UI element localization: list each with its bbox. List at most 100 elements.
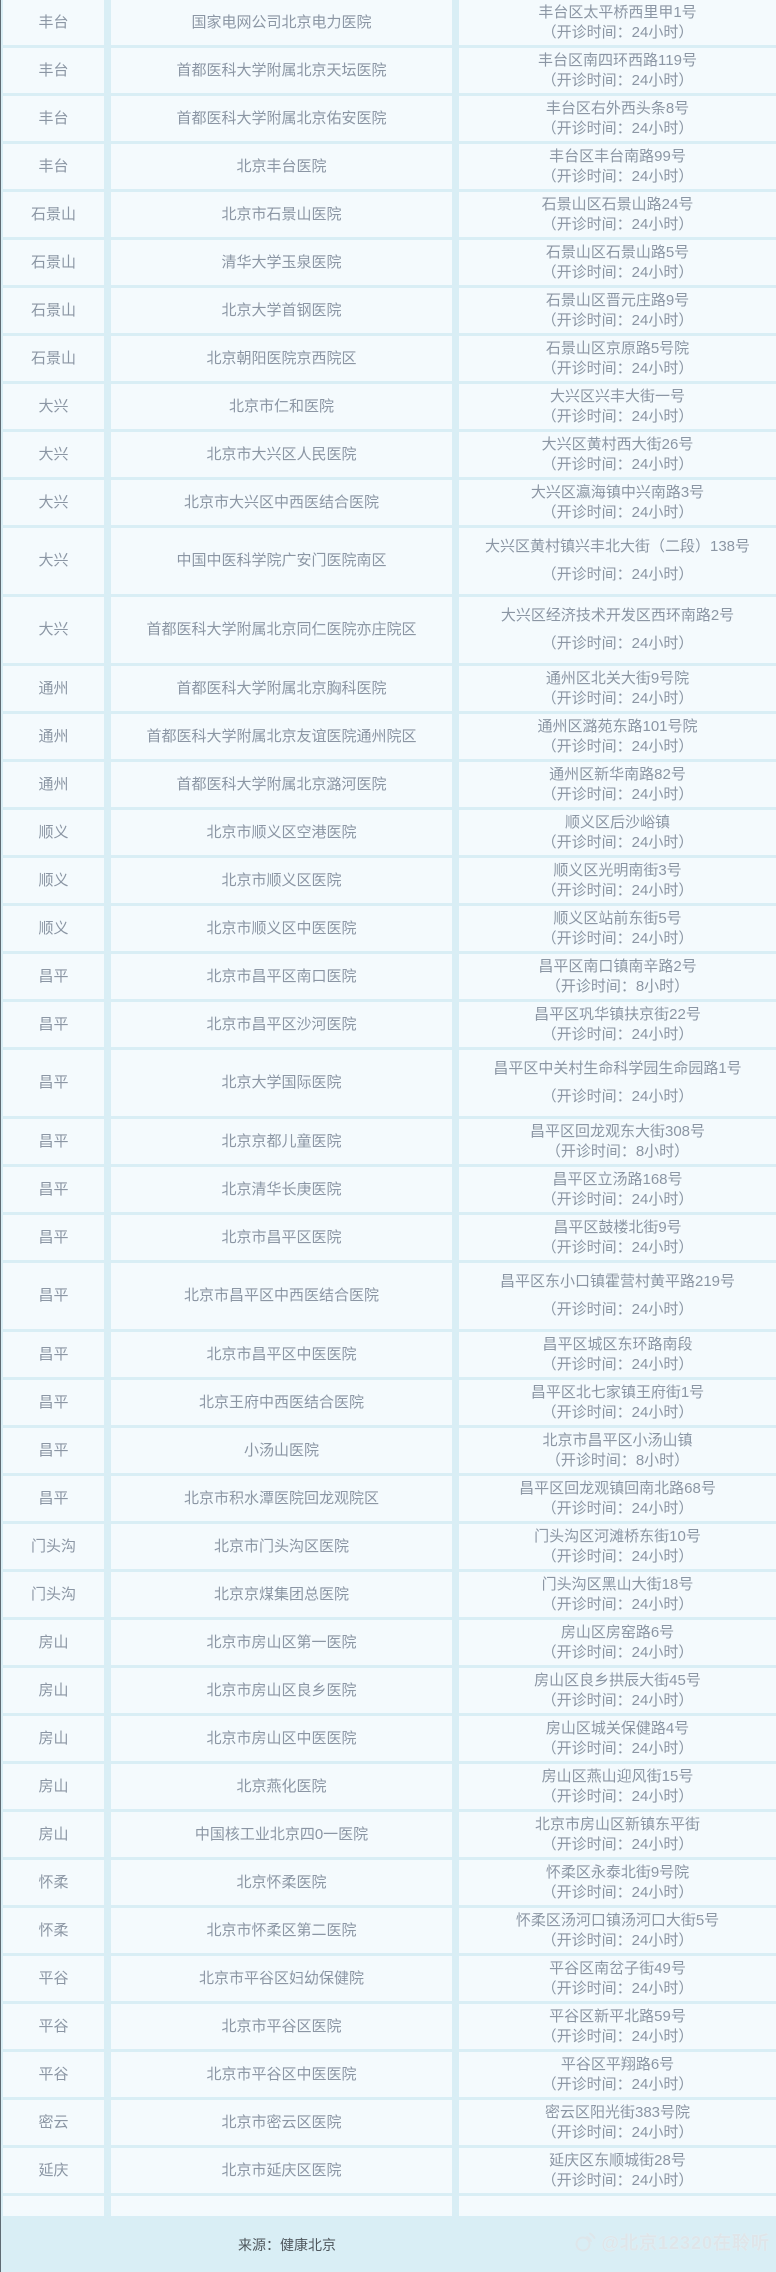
address-cell: 房山区城关保健路4号 （开诊时间：24小时） [459, 1716, 776, 1761]
table-row: 石景山 北京朝阳医院京西院区 石景山区京原路5号院 （开诊时间：24小时） [3, 336, 776, 381]
address-line: 顺义区后沙峪镇 [564, 813, 670, 831]
district-cell: 昌平 [3, 1332, 104, 1377]
address-cell: 昌平区城区东环路南段 （开诊时间：24小时） [459, 1332, 776, 1377]
address-cell: 怀柔区汤河口镇汤河口大街5号 （开诊时间：24小时） [459, 1908, 776, 1953]
hospital-cell: 北京大学首钢医院 [111, 288, 452, 333]
hospital-cell: 北京市顺义区空港医院 [111, 810, 452, 855]
address-cell: 大兴区瀛海镇中兴南路3号 （开诊时间：24小时） [459, 480, 776, 525]
address-cell: 大兴区经济技术开发区西环南路2号 （开诊时间：24小时） [459, 597, 776, 663]
hours-line: （开诊时间：24小时） [541, 2123, 694, 2141]
empty-row [3, 2196, 776, 2216]
address-line: 丰台区右外西头条8号 [545, 99, 690, 117]
hospital-cell: 北京丰台医院 [111, 144, 452, 189]
address-line: 平谷区新平北路59号 [549, 2007, 686, 2025]
hospital-cell: 北京市大兴区中西医结合医院 [111, 480, 452, 525]
empty-cell [111, 2196, 452, 2216]
hours-line: （开诊时间：24小时） [541, 1595, 694, 1613]
address-cell: 北京市昌平区小汤山镇 （开诊时间：8小时） [459, 1428, 776, 1473]
district-cell: 门头沟 [3, 1524, 104, 1569]
hospital-cell: 北京市怀柔区第二医院 [111, 1908, 452, 1953]
address-line: 丰台区南四环西路119号 [538, 51, 697, 69]
hospital-cell: 北京市积水潭医院回龙观院区 [111, 1476, 452, 1521]
hospital-cell: 北京市密云区医院 [111, 2100, 452, 2145]
address-cell: 昌平区鼓楼北街9号 （开诊时间：24小时） [459, 1215, 776, 1260]
address-cell: 丰台区右外西头条8号 （开诊时间：24小时） [459, 96, 776, 141]
hours-line: （开诊时间：24小时） [541, 119, 694, 137]
address-line: 平谷区南岔子街49号 [549, 1959, 686, 1977]
hospital-cell: 北京市房山区第一医院 [111, 1620, 452, 1665]
address-cell: 丰台区南四环西路119号 （开诊时间：24小时） [459, 48, 776, 93]
table-row: 昌平 小汤山医院 北京市昌平区小汤山镇 （开诊时间：8小时） [3, 1428, 776, 1473]
address-line: 门头沟区黑山大街18号 [541, 1575, 694, 1593]
table-row: 昌平 北京市昌平区沙河医院 昌平区巩华镇扶京街22号 （开诊时间：24小时） [3, 1002, 776, 1047]
hospital-cell: 首都医科大学附属北京佑安医院 [111, 96, 452, 141]
table-row: 怀柔 北京市怀柔区第二医院 怀柔区汤河口镇汤河口大街5号 （开诊时间：24小时） [3, 1908, 776, 1953]
hospital-cell: 北京市昌平区中医医院 [111, 1332, 452, 1377]
table-row: 大兴 首都医科大学附属北京同仁医院亦庄院区 大兴区经济技术开发区西环南路2号 （… [3, 597, 776, 663]
hospital-cell: 北京朝阳医院京西院区 [111, 336, 452, 381]
hours-line: （开诊时间：24小时） [541, 1691, 694, 1709]
address-cell: 昌平区北七家镇王府街1号 （开诊时间：24小时） [459, 1380, 776, 1425]
address-line: 昌平区东小口镇霍营村黄平路219号 [499, 1273, 736, 1290]
hours-line: （开诊时间：24小时） [541, 2171, 694, 2189]
address-line: 石景山区石景山路24号 [541, 195, 694, 213]
address-line: 石景山区京原路5号院 [545, 339, 690, 357]
address-cell: 石景山区晋元庄路9号 （开诊时间：24小时） [459, 288, 776, 333]
table-row: 门头沟 北京市门头沟区医院 门头沟区河滩桥东街10号 （开诊时间：24小时） [3, 1524, 776, 1569]
district-cell: 昌平 [3, 1002, 104, 1047]
table-row: 昌平 北京王府中西医结合医院 昌平区北七家镇王府街1号 （开诊时间：24小时） [3, 1380, 776, 1425]
table-row: 大兴 北京市仁和医院 大兴区兴丰大街一号 （开诊时间：24小时） [3, 384, 776, 429]
table-row: 怀柔 北京怀柔医院 怀柔区永泰北街9号院 （开诊时间：24小时） [3, 1860, 776, 1905]
table-body: 丰台 国家电网公司北京电力医院 丰台区太平桥西里甲1号 （开诊时间：24小时） … [3, 0, 776, 2193]
hours-line: （开诊时间：24小时） [541, 1883, 694, 1901]
hospital-cell: 北京市顺义区医院 [111, 858, 452, 903]
hospital-cell: 中国中医科学院广安门医院南区 [111, 528, 452, 594]
table-row: 通州 首都医科大学附属北京友谊医院通州院区 通州区潞苑东路101号院 （开诊时间… [3, 714, 776, 759]
table-row: 石景山 北京市石景山医院 石景山区石景山路24号 （开诊时间：24小时） [3, 192, 776, 237]
hospital-cell: 清华大学玉泉医院 [111, 240, 452, 285]
address-cell: 昌平区立汤路168号 （开诊时间：24小时） [459, 1167, 776, 1212]
address-line: 通州区潞苑东路101号院 [537, 717, 698, 735]
address-cell: 门头沟区河滩桥东街10号 （开诊时间：24小时） [459, 1524, 776, 1569]
hours-line: （开诊时间：24小时） [541, 503, 694, 521]
table-row: 昌平 北京市积水潭医院回龙观院区 昌平区回龙观镇回南北路68号 （开诊时间：24… [3, 1476, 776, 1521]
address-line: 房山区城关保健路4号 [545, 1719, 690, 1737]
hours-line: （开诊时间：8小时） [545, 1142, 690, 1160]
district-cell: 房山 [3, 1620, 104, 1665]
district-cell: 昌平 [3, 1476, 104, 1521]
listening-icon [575, 2232, 596, 2252]
hospital-cell: 北京市房山区中医医院 [111, 1716, 452, 1761]
address-line: 昌平区中关村生命科学园生命园路1号 [493, 1060, 742, 1077]
hours-line: （开诊时间：24小时） [541, 263, 694, 281]
hours-line: （开诊时间：24小时） [541, 2027, 694, 2045]
hospital-cell: 北京市平谷区妇幼保健院 [111, 1956, 452, 2001]
hospital-cell: 北京燕化医院 [111, 1764, 452, 1809]
table-row: 昌平 北京市昌平区中西医结合医院 昌平区东小口镇霍营村黄平路219号 （开诊时间… [3, 1263, 776, 1329]
watermark-text: @北京12320在聆听 [601, 2233, 770, 2253]
hours-line: （开诊时间：24小时） [541, 455, 694, 473]
hours-line: （开诊时间：24小时） [541, 1238, 694, 1256]
hours-line: （开诊时间：24小时） [541, 785, 694, 803]
table-row: 昌平 北京大学国际医院 昌平区中关村生命科学园生命园路1号 （开诊时间：24小时… [3, 1050, 776, 1116]
district-cell: 门头沟 [3, 1572, 104, 1617]
hospital-cell: 首都医科大学附属北京胸科医院 [111, 666, 452, 711]
hours-line: （开诊时间：24小时） [541, 311, 694, 329]
hospital-cell: 首都医科大学附属北京天坛医院 [111, 48, 452, 93]
district-cell: 大兴 [3, 432, 104, 477]
address-line: 延庆区东顺城街28号 [549, 2151, 686, 2169]
hours-line: （开诊时间：24小时） [541, 1931, 694, 1949]
table-row: 大兴 中国中医科学院广安门医院南区 大兴区黄村镇兴丰北大街（二段）138号 （开… [3, 528, 776, 594]
address-cell: 昌平区南口镇南辛路2号 （开诊时间：8小时） [459, 954, 776, 999]
address-line: 昌平区巩华镇扶京街22号 [534, 1005, 701, 1023]
table-row: 石景山 北京大学首钢医院 石景山区晋元庄路9号 （开诊时间：24小时） [3, 288, 776, 333]
hours-line: （开诊时间：24小时） [541, 1547, 694, 1565]
hours-line: （开诊时间：24小时） [541, 23, 694, 41]
address-line: 房山区房窑路6号 [560, 1623, 675, 1641]
address-line: 昌平区南口镇南辛路2号 [538, 957, 697, 975]
address-line: 大兴区黄村西大街26号 [541, 435, 694, 453]
hours-line: （开诊时间：24小时） [541, 71, 694, 89]
district-cell: 顺义 [3, 906, 104, 951]
address-cell: 通州区新华南路82号 （开诊时间：24小时） [459, 762, 776, 807]
hospital-cell: 北京怀柔医院 [111, 1860, 452, 1905]
table-row: 房山 北京燕化医院 房山区燕山迎风街15号 （开诊时间：24小时） [3, 1764, 776, 1809]
